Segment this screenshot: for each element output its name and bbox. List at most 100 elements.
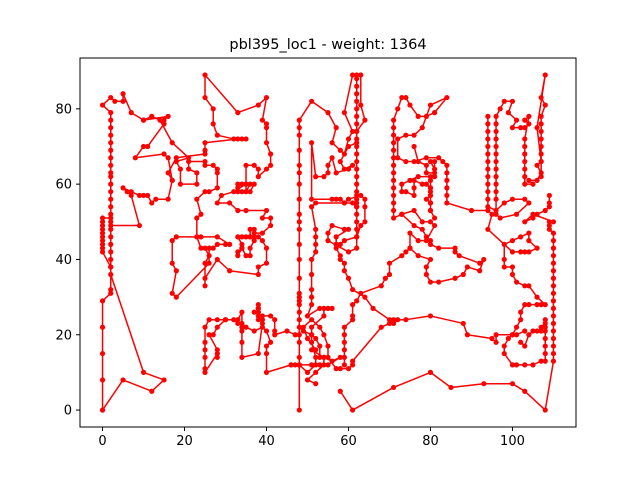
tour-point [427, 238, 434, 244]
tour-point [259, 324, 266, 330]
tour-point [534, 245, 540, 251]
tour-point [350, 286, 356, 293]
tour-point [386, 317, 393, 323]
tour-point [108, 271, 114, 278]
tour-point [173, 158, 179, 165]
tour-point [99, 234, 106, 240]
tour-point [231, 189, 237, 195]
tour-point [354, 166, 360, 172]
tour-point [501, 241, 507, 247]
tour-point [378, 283, 384, 289]
tour-point [337, 388, 343, 394]
tour-point [518, 125, 524, 131]
tour-point [247, 226, 253, 232]
tour-point [235, 320, 241, 327]
tour-point [235, 207, 241, 214]
tour-point [350, 200, 356, 206]
tour-point [165, 170, 171, 176]
tour-point [522, 328, 528, 334]
tour-point [407, 102, 413, 108]
tour-point [263, 125, 270, 131]
tour-point [542, 335, 548, 342]
tour-point [390, 132, 397, 138]
tour-point [296, 117, 302, 123]
tour-point [169, 290, 175, 296]
tour-point [255, 309, 261, 315]
tour-point [325, 162, 331, 168]
tour-point [202, 339, 208, 345]
tour-point [321, 362, 327, 368]
tour-point [485, 113, 491, 119]
tour-point [513, 211, 520, 217]
tour-point [493, 166, 499, 172]
tour-point [341, 347, 347, 353]
tour-point [313, 369, 319, 375]
tour-point [403, 94, 409, 101]
tour-point [522, 362, 528, 368]
tour-point [169, 177, 175, 183]
tour-point [132, 155, 138, 161]
tour-point [513, 324, 520, 330]
tour-point [333, 245, 339, 251]
tour-point [522, 117, 528, 123]
tour-point [329, 155, 335, 161]
tour-point [390, 140, 397, 146]
tour-point [522, 343, 528, 349]
tour-point [198, 234, 204, 240]
tour-point [173, 294, 179, 300]
tour-point [259, 317, 266, 323]
tour-point [194, 181, 200, 187]
tour-point [268, 222, 274, 229]
tour-point [108, 117, 114, 123]
tour-point [206, 317, 212, 323]
tour-point [317, 324, 323, 330]
tour-point [337, 196, 343, 202]
tour-point [239, 245, 245, 251]
tour-point [522, 283, 528, 289]
tour-point [149, 388, 155, 394]
tour-point [272, 328, 278, 334]
tour-point [431, 170, 438, 176]
tour-point [538, 174, 544, 180]
tour-point [444, 177, 450, 183]
tour-point [239, 328, 245, 334]
tour-point [550, 219, 557, 225]
tour-point [505, 335, 511, 342]
tour-point [542, 343, 548, 349]
tour-point [186, 158, 192, 165]
tour-point [296, 290, 302, 296]
tour-point [124, 189, 130, 195]
tour-point [513, 279, 520, 285]
tour-point [419, 125, 425, 131]
tour-point [202, 94, 208, 101]
tour-point [136, 222, 143, 229]
tour-point [206, 260, 212, 266]
tour-point [214, 324, 220, 330]
tour-point [218, 192, 225, 199]
tour-point [214, 347, 220, 353]
tour-point [423, 234, 429, 240]
tour-point [309, 324, 315, 330]
tour-point [309, 317, 315, 323]
tour-segment-3 [204, 194, 366, 374]
tour-point [296, 354, 302, 360]
tour-point [489, 335, 495, 342]
tour-point [321, 332, 327, 338]
tour-point [403, 158, 409, 165]
tour-point [239, 324, 245, 330]
tour-point [407, 230, 413, 236]
tour-point [247, 189, 253, 195]
tour-point [350, 313, 356, 319]
tour-point [157, 117, 163, 123]
tour-point [550, 335, 557, 342]
tour-point [423, 162, 429, 168]
tour-point [341, 268, 347, 274]
tour-point [444, 162, 450, 168]
y-tick-label: 80 [55, 102, 72, 117]
tour-point [530, 211, 536, 217]
tour-point [362, 219, 368, 225]
tour-point [251, 238, 257, 244]
tour-point [296, 298, 302, 304]
tour-point [550, 238, 557, 244]
tour-point [464, 332, 470, 338]
